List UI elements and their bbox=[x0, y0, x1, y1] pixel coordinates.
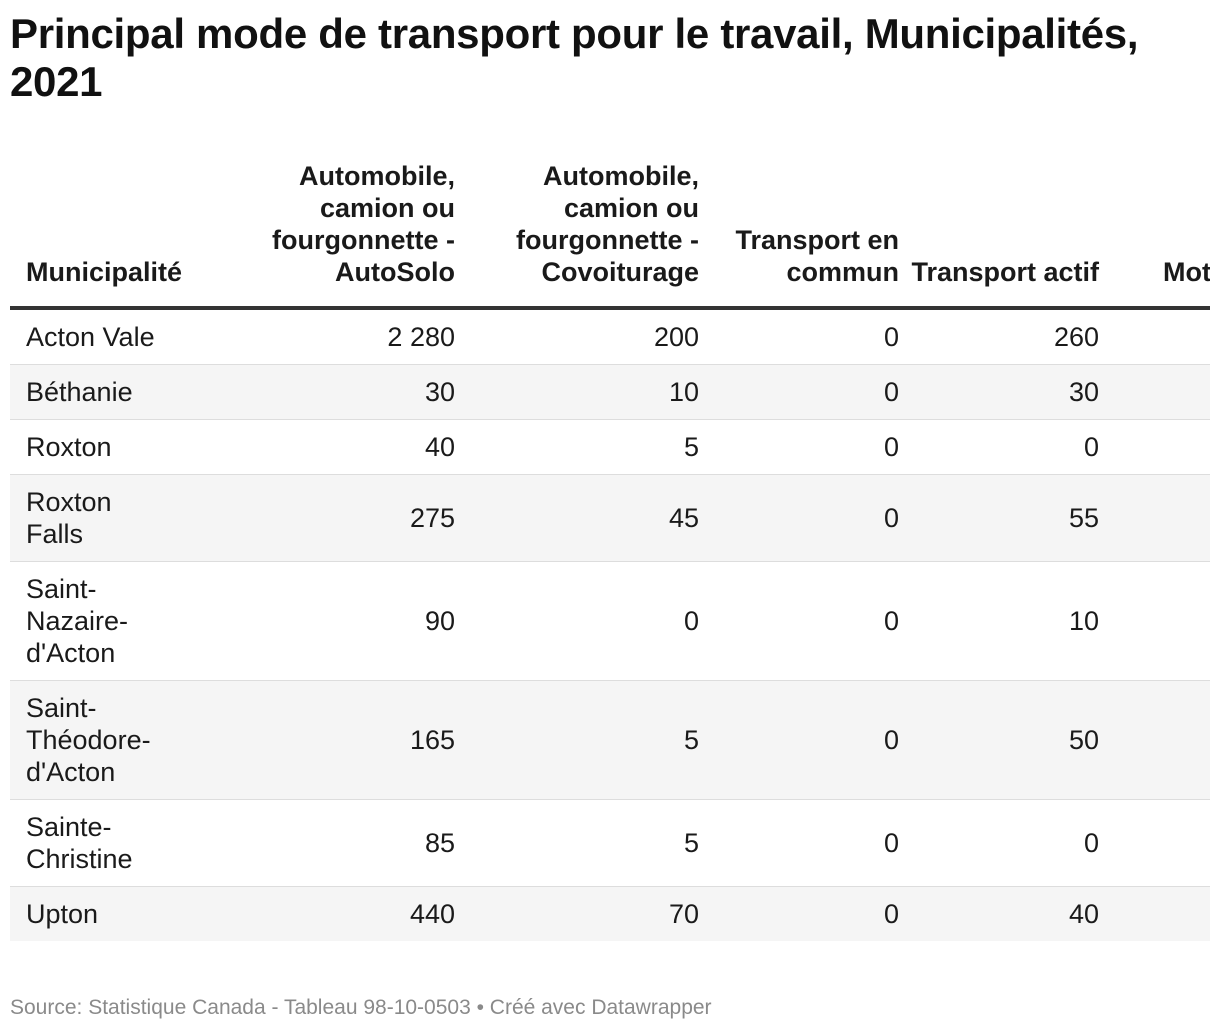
value-cell-clipped bbox=[1099, 308, 1210, 365]
value-cell-clipped bbox=[1099, 561, 1210, 681]
header-row: Municipalité Automobile, camion ou fourg… bbox=[10, 160, 1210, 310]
table-row: Acton Vale 2 280 200 0 260 bbox=[10, 308, 1210, 365]
value-cell-clipped bbox=[1099, 419, 1210, 475]
municipality-cell: Roxton bbox=[10, 419, 210, 475]
table-row: Béthanie 30 10 0 30 bbox=[10, 364, 1210, 420]
value-cell: 260 bbox=[899, 308, 1099, 365]
data-table: Municipalité Automobile, camion ou fourg… bbox=[10, 160, 1210, 941]
value-cell: 90 bbox=[210, 561, 455, 681]
column-header-moto[interactable]: Moto bbox=[1099, 160, 1210, 310]
value-cell: 70 bbox=[455, 886, 699, 941]
value-cell: 55 bbox=[899, 474, 1099, 562]
municipality-cell: Saint-Théodore-d'Acton bbox=[10, 680, 210, 800]
value-cell: 40 bbox=[210, 419, 455, 475]
value-cell: 200 bbox=[455, 308, 699, 365]
value-cell: 165 bbox=[210, 680, 455, 800]
municipality-cell: Sainte-Christine bbox=[10, 799, 210, 887]
value-cell-clipped bbox=[1099, 799, 1210, 887]
value-cell-clipped bbox=[1099, 886, 1210, 941]
column-header-transport-actif[interactable]: Transport actif bbox=[899, 160, 1099, 310]
value-cell: 440 bbox=[210, 886, 455, 941]
source-note: Source: Statistique Canada - Tableau 98-… bbox=[10, 996, 712, 1019]
value-cell: 85 bbox=[210, 799, 455, 887]
value-cell: 0 bbox=[899, 799, 1099, 887]
table-row: Saint-Théodore-d'Acton 165 5 0 50 bbox=[10, 680, 1210, 800]
value-cell: 10 bbox=[899, 561, 1099, 681]
value-cell: 0 bbox=[699, 886, 899, 941]
value-cell: 0 bbox=[699, 561, 899, 681]
table-row: Sainte-Christine 85 5 0 0 bbox=[10, 799, 1210, 887]
chart-title: Principal mode de transport pour le trav… bbox=[10, 10, 1139, 105]
value-cell: 0 bbox=[699, 680, 899, 800]
municipality-cell: Acton Vale bbox=[10, 308, 210, 365]
value-cell-clipped bbox=[1099, 680, 1210, 800]
value-cell: 40 bbox=[899, 886, 1099, 941]
value-cell: 5 bbox=[455, 680, 699, 800]
column-header-transport-en-commun[interactable]: Transport en commun bbox=[699, 160, 899, 310]
value-cell: 0 bbox=[699, 419, 899, 475]
table-row: Roxton 40 5 0 0 bbox=[10, 419, 1210, 475]
table-row: Upton 440 70 0 40 bbox=[10, 886, 1210, 941]
value-cell: 50 bbox=[899, 680, 1099, 800]
data-table-container: Municipalité Automobile, camion ou fourg… bbox=[10, 160, 1210, 941]
table-row: Roxton Falls 275 45 0 55 bbox=[10, 474, 1210, 562]
table-body: Acton Vale 2 280 200 0 260 Béthanie 30 10 0 30 Rox… bbox=[10, 308, 1210, 941]
value-cell: 0 bbox=[699, 799, 899, 887]
municipality-cell: Saint-Nazaire-d'Acton bbox=[10, 561, 210, 681]
value-cell: 0 bbox=[699, 308, 899, 365]
value-cell-clipped bbox=[1099, 474, 1210, 562]
value-cell: 5 bbox=[455, 419, 699, 475]
municipality-cell: Béthanie bbox=[10, 364, 210, 420]
column-header-covoiturage[interactable]: Automobile, camion ou fourgonnette - Cov… bbox=[455, 160, 699, 310]
column-header-autosolo[interactable]: Automobile, camion ou fourgonnette - Aut… bbox=[210, 160, 455, 310]
municipality-cell: Upton bbox=[10, 886, 210, 941]
value-cell: 30 bbox=[210, 364, 455, 420]
value-cell: 45 bbox=[455, 474, 699, 562]
value-cell: 5 bbox=[455, 799, 699, 887]
value-cell: 0 bbox=[699, 364, 899, 420]
column-header-municipalite[interactable]: Municipalité bbox=[10, 160, 210, 310]
value-cell-clipped bbox=[1099, 364, 1210, 420]
value-cell: 0 bbox=[455, 561, 699, 681]
value-cell: 0 bbox=[699, 474, 899, 562]
value-cell: 275 bbox=[210, 474, 455, 562]
value-cell: 2 280 bbox=[210, 308, 455, 365]
value-cell: 10 bbox=[455, 364, 699, 420]
value-cell: 30 bbox=[899, 364, 1099, 420]
municipality-cell: Roxton Falls bbox=[10, 474, 210, 562]
table-row: Saint-Nazaire-d'Acton 90 0 0 10 bbox=[10, 561, 1210, 681]
value-cell: 0 bbox=[899, 419, 1099, 475]
